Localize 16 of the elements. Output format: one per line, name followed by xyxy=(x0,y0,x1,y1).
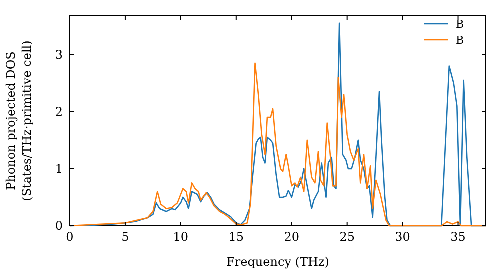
x-tick-label: 25 xyxy=(340,230,355,244)
y-tick-label: 3 xyxy=(55,48,63,62)
y-axis-title: Phonon projected DOS (States/THz·primitive cell) xyxy=(4,40,34,202)
x-tick-label: 0 xyxy=(66,230,74,244)
x-tick-label: 30 xyxy=(395,230,410,244)
y-tick-label: 1 xyxy=(55,162,63,176)
text: B xyxy=(456,18,464,31)
x-tick-label: 15 xyxy=(228,230,244,244)
legend-label: B xyxy=(456,34,464,47)
x-axis-title: Frequency (THz) xyxy=(226,255,330,269)
y-tick-label: 0 xyxy=(55,219,63,233)
x-tick-label: 35 xyxy=(450,230,466,244)
y-tick-label: 2 xyxy=(55,104,63,119)
x-tick-label: 5 xyxy=(122,230,130,244)
x-tick-label: 10 xyxy=(173,230,189,244)
x-tick-label: 20 xyxy=(284,230,300,244)
